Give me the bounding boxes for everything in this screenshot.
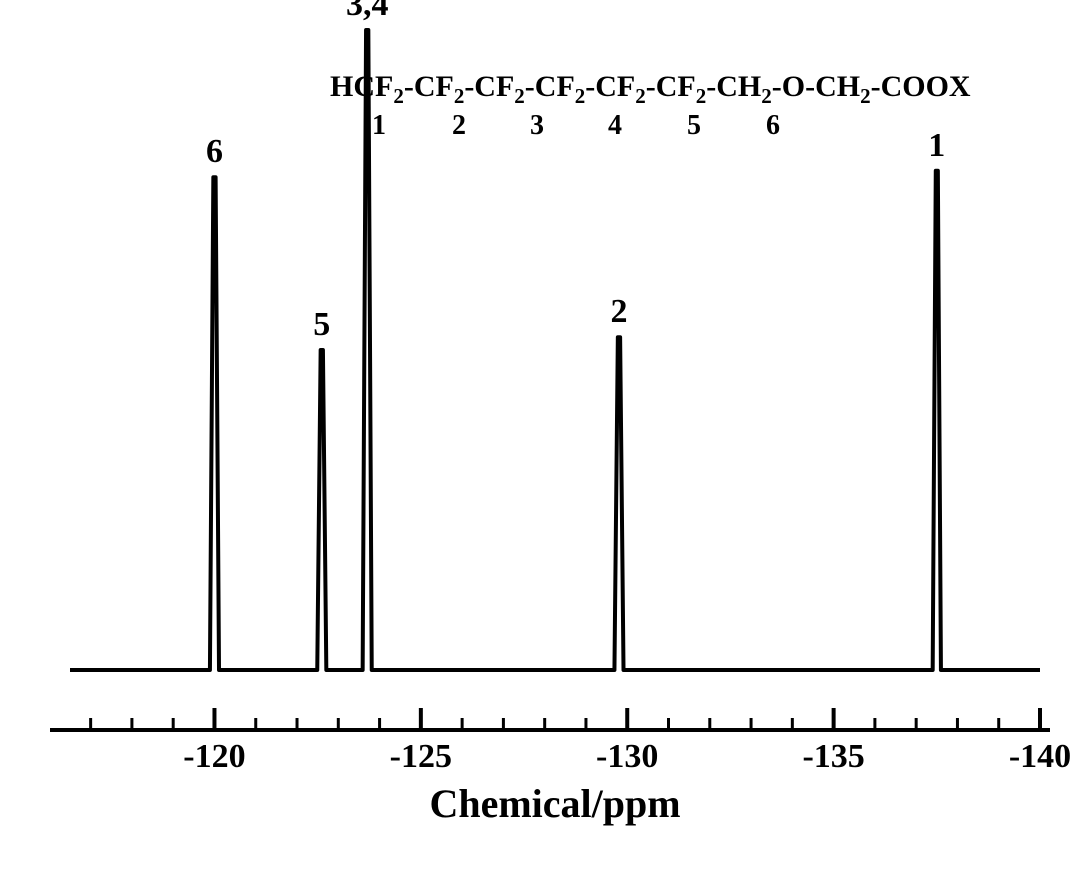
molecular-formula: HCF2-CF2-CF2-CF2-CF2-CF2-CH2-O-CH2-COOX (330, 70, 971, 104)
peak-label-5: 5 (313, 306, 330, 344)
peak-label-6: 6 (206, 133, 223, 171)
formula-index: 2 (452, 110, 466, 142)
formula-index: 5 (687, 110, 701, 142)
x-tick-label: -140 (1009, 738, 1071, 776)
x-tick-label: -135 (802, 738, 864, 776)
formula-index: 4 (608, 110, 622, 142)
peak-label-2: 2 (610, 293, 627, 331)
formula-index: 3 (530, 110, 544, 142)
formula-index: 6 (766, 110, 780, 142)
formula-index: 1 (372, 110, 386, 142)
nmr-chart: HCF2-CF2-CF2-CF2-CF2-CF2-CH2-O-CH2-COOX … (0, 0, 1086, 885)
x-tick-label: -120 (183, 738, 245, 776)
x-tick-label: -125 (390, 738, 452, 776)
x-tick-label: -130 (596, 738, 658, 776)
peak-label-1: 1 (928, 127, 945, 165)
x-axis-label: Chemical/ppm (429, 780, 680, 827)
peak-label-34: 3,4 (346, 0, 389, 24)
